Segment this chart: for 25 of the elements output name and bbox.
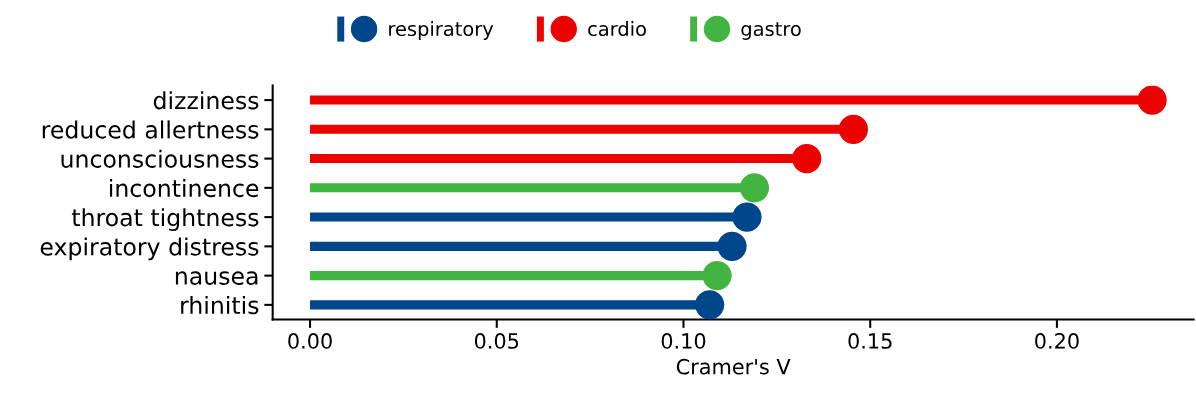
legend-label: cardio	[588, 21, 646, 37]
x-tick-label: 0.20	[1035, 333, 1079, 349]
point	[732, 202, 762, 232]
legend-label: gastro	[741, 22, 801, 40]
y-tick-label: unconsciousness	[61, 149, 259, 168]
point	[792, 144, 822, 174]
x-axis-title: Cramer's V	[676, 358, 791, 375]
y-tick-label: rhinitis	[181, 295, 259, 315]
y-tick-label: expiratory distress	[40, 237, 259, 261]
y-tick-label: reduced allertness	[42, 120, 259, 139]
x-tick-label: 0.05	[474, 333, 519, 349]
x-tick-label: 0.00	[288, 333, 332, 349]
y-tick-label: nausea	[175, 271, 258, 285]
x-tick-label: 0.15	[848, 333, 892, 349]
point	[702, 261, 732, 291]
y-tick-label: incontinence	[110, 178, 259, 198]
y-tick-label: dizziness	[153, 91, 259, 110]
point	[1137, 85, 1167, 115]
point	[838, 114, 868, 144]
point	[717, 231, 747, 261]
x-tick-label: 0.10	[661, 333, 706, 349]
y-tick-label: throat tightness	[71, 208, 259, 231]
legend-label: respiratory	[389, 21, 494, 40]
point	[695, 290, 725, 320]
point	[739, 173, 770, 203]
